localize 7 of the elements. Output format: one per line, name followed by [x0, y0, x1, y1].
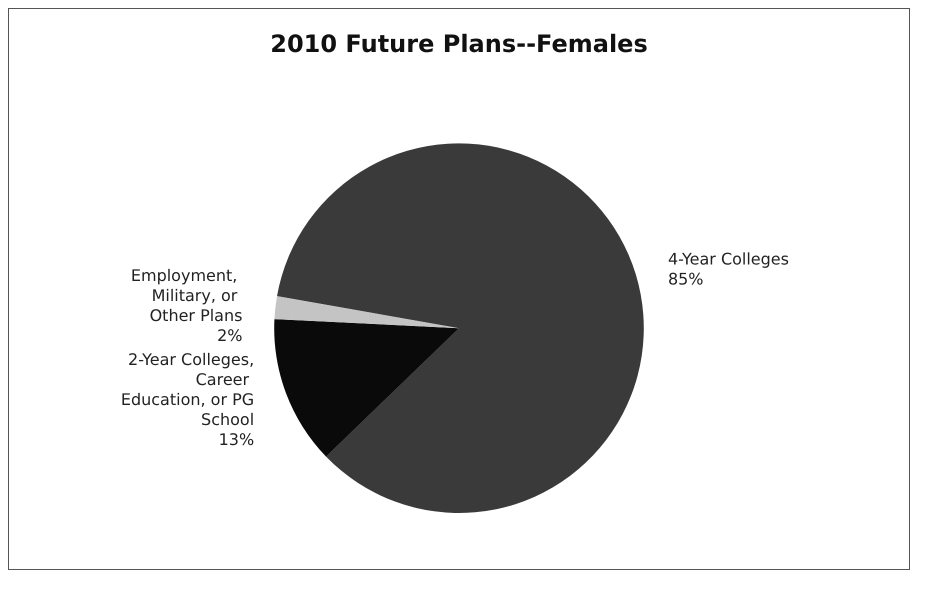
slice-label: 2-Year Colleges, Career Education, or PG School: [120, 350, 254, 430]
data-label: 13%: [218, 430, 254, 450]
data-label: 85%: [668, 269, 704, 288]
data-label: 2%: [217, 326, 242, 346]
slice-label: 4-Year Colleges: [668, 249, 789, 268]
chart-title: 2010 Future Plans--Females: [270, 30, 648, 58]
slice-label: Employment, Military, or Other Plans: [130, 266, 242, 326]
